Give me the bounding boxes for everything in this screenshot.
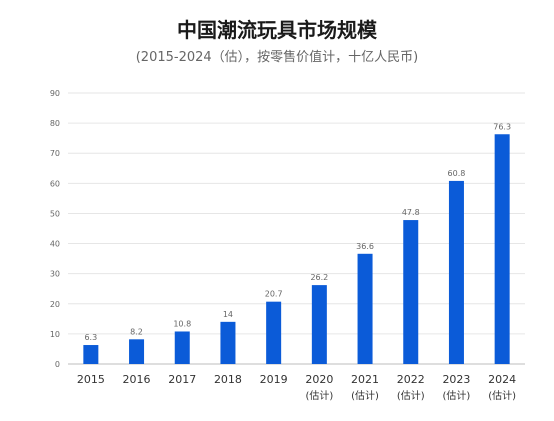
gridlines	[68, 92, 525, 365]
data-label: 76.3	[493, 122, 511, 131]
value-labels: 6.3 8.2 10.8 14 20.7 26.2 36.6 47.8 60.8 76.3	[84, 122, 511, 342]
bar	[494, 134, 510, 364]
bar	[129, 339, 145, 364]
bar	[266, 301, 282, 364]
x-tick-note: (估计)	[351, 389, 379, 402]
data-label: 20.7	[265, 290, 283, 299]
data-label: 6.3	[84, 333, 97, 342]
bar-series	[83, 134, 510, 364]
x-tick-note: (估计)	[488, 389, 516, 402]
chart-title: 中国潮流玩具市场规模	[177, 18, 377, 42]
bar	[448, 180, 464, 364]
y-tick-label: 70	[50, 149, 60, 158]
y-tick-label: 20	[50, 300, 60, 309]
data-label: 60.8	[448, 169, 466, 178]
bar	[311, 285, 327, 364]
y-tick-label: 80	[50, 119, 60, 128]
data-label: 47.8	[402, 208, 420, 217]
x-axis-ticks: 2015 2016 2017 2018 2019 2020 (估计) 2021 (估计) 2022…	[77, 373, 516, 402]
y-tick-label: 40	[50, 240, 60, 249]
data-label: 10.8	[173, 319, 191, 328]
x-tick-label: 2022	[397, 373, 425, 386]
data-label: 8.2	[130, 327, 143, 336]
y-tick-label: 90	[50, 89, 60, 98]
x-tick-label: 2023	[442, 373, 470, 386]
x-tick-note: (估计)	[397, 389, 425, 402]
y-tick-label: 50	[50, 209, 60, 218]
bar	[83, 345, 99, 364]
y-tick-label: 30	[50, 270, 60, 279]
bar	[403, 220, 419, 364]
data-label: 36.6	[356, 242, 374, 251]
data-label: 14	[223, 310, 233, 319]
x-tick-label: 2016	[123, 373, 151, 386]
x-tick-label: 2024	[488, 373, 516, 386]
y-axis-ticks: 0 10 20 30 40 50 60 70 80 90	[50, 89, 60, 369]
data-label: 26.2	[310, 273, 328, 282]
x-tick-label: 2020	[305, 373, 333, 386]
x-tick-label: 2019	[260, 373, 288, 386]
x-tick-note: (估计)	[305, 389, 333, 402]
y-tick-label: 60	[50, 179, 60, 188]
bar	[220, 321, 236, 364]
x-tick-label: 2021	[351, 373, 379, 386]
y-tick-label: 10	[50, 330, 60, 339]
bar	[357, 253, 373, 364]
x-tick-label: 2018	[214, 373, 242, 386]
x-tick-label: 2015	[77, 373, 105, 386]
chart-subtitle: (2015-2024（估），按零售价值计，十亿人民币)	[135, 50, 419, 65]
x-tick-label: 2017	[168, 373, 196, 386]
x-tick-note: (估计)	[443, 389, 471, 402]
y-tick-label: 0	[55, 360, 60, 369]
bar	[174, 331, 190, 364]
